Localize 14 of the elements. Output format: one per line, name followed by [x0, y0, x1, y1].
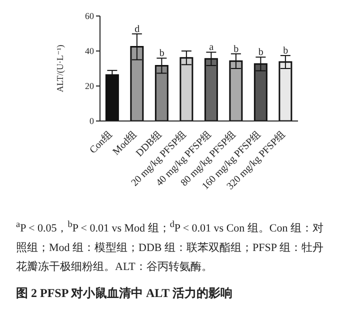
annotation: b: [159, 48, 164, 60]
annotation: b: [258, 47, 264, 58]
text: $^{a}$P < 0.05，$^{b}$P < 0.01 vs Mod 组；$^{d}$P < 0.01 vs Con 组。Con 组：对照组；Mod 组：模型组；DDB 组：联苯双酯组；PFSP 组：牡丹花瓣冻干极细粉组。ALT：谷丙转氨酶。: [15, 218, 325, 275]
y-tick-label: 40: [85, 46, 94, 56]
text: 图 2 PFSP 对小鼠血清中 ALT 活力的影响: [15, 284, 234, 302]
annotation: d: [134, 24, 140, 35]
annotation: b: [234, 44, 239, 55]
y-tick-label: 60: [85, 11, 94, 22]
bar: [105, 74, 119, 121]
annotation: b: [283, 46, 288, 57]
annotation: a: [209, 42, 214, 54]
y-axis-title: ALT/(U·L⁻¹): [55, 44, 66, 92]
y-tick-label: 0: [90, 116, 94, 126]
y-tick-label: 20: [85, 81, 94, 92]
